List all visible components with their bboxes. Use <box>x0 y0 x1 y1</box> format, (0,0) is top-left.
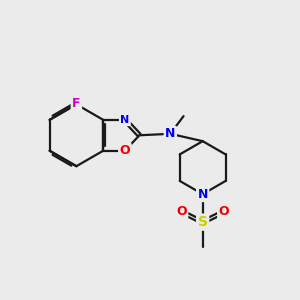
Text: N: N <box>197 188 208 201</box>
Text: F: F <box>72 97 81 110</box>
Text: N: N <box>120 115 130 125</box>
Text: O: O <box>176 205 187 218</box>
Text: O: O <box>219 205 229 218</box>
Text: S: S <box>198 215 208 229</box>
Text: N: N <box>165 127 175 140</box>
Text: O: O <box>120 144 130 157</box>
